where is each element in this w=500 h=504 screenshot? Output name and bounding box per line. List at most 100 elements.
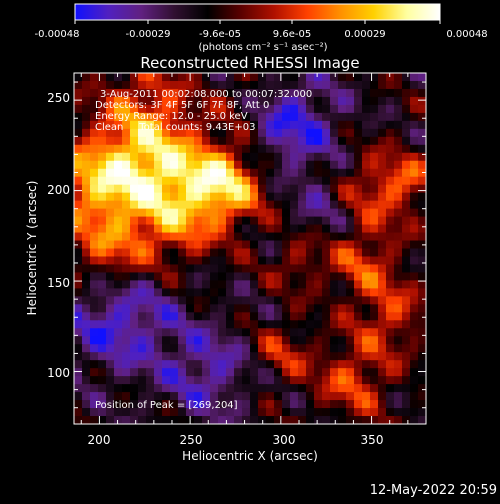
heatmap-cell	[106, 160, 115, 170]
heatmap-cell	[98, 392, 107, 401]
heatmap-cell	[298, 184, 307, 194]
heatmap-cell	[306, 328, 315, 337]
heatmap-cell	[314, 392, 323, 401]
heatmap-cell	[194, 184, 203, 194]
heatmap-cell	[90, 200, 99, 210]
heatmap-cell	[402, 128, 411, 138]
heatmap-cell	[74, 264, 83, 274]
heatmap-cell	[274, 320, 283, 329]
heatmap-cell	[186, 408, 195, 417]
y-tick-label: 150	[47, 276, 70, 290]
heatmap-cell	[354, 368, 363, 377]
heatmap-cell	[306, 80, 315, 90]
heatmap-cell	[130, 184, 139, 194]
heatmap-cell	[266, 416, 275, 424]
heatmap-cell	[242, 224, 251, 234]
heatmap-cell	[90, 176, 99, 186]
heatmap-cell	[410, 336, 419, 345]
heatmap-cell	[330, 160, 339, 170]
info-energy-range: Energy Range: 12.0 - 25.0 keV	[95, 111, 248, 122]
heatmap-cell	[386, 280, 395, 289]
heatmap-cell	[170, 192, 179, 202]
heatmap-cell	[170, 232, 179, 242]
heatmap-cell	[74, 344, 83, 353]
heatmap-cell	[258, 232, 267, 242]
heatmap-cell	[186, 304, 195, 313]
heatmap-cell	[122, 128, 131, 138]
heatmap-cell	[386, 328, 395, 337]
heatmap-cell	[242, 73, 251, 82]
heatmap-cell	[274, 152, 283, 162]
heatmap-cell	[394, 112, 403, 122]
heatmap-cell	[154, 360, 163, 369]
heatmap-cell	[258, 376, 267, 385]
heatmap-cell	[234, 392, 243, 401]
heatmap-cell	[322, 264, 331, 274]
heatmap-cell	[394, 384, 403, 393]
heatmap-cell	[282, 73, 291, 82]
heatmap-cell	[138, 376, 147, 385]
heatmap-cell	[178, 104, 187, 114]
heatmap-cell	[370, 200, 379, 210]
heatmap-cell	[410, 288, 419, 297]
heatmap-cell	[242, 136, 251, 146]
heatmap-cell	[266, 320, 275, 329]
heatmap-cell	[186, 208, 195, 218]
heatmap-cell	[170, 160, 179, 170]
heatmap-cell	[146, 104, 155, 114]
heatmap-cell	[154, 368, 163, 377]
heatmap-cell	[162, 240, 171, 250]
heatmap-cell	[282, 336, 291, 345]
heatmap-cell	[322, 408, 331, 417]
heatmap-cell	[154, 344, 163, 353]
heatmap-cell	[210, 328, 219, 337]
heatmap-cell	[338, 272, 347, 282]
heatmap-cell	[162, 88, 171, 98]
heatmap-cell	[274, 232, 283, 242]
heatmap-cell	[210, 224, 219, 234]
heatmap-cell	[290, 304, 299, 313]
heatmap-cell	[258, 304, 267, 313]
heatmap-cell	[98, 416, 107, 424]
heatmap-cell	[362, 368, 371, 377]
heatmap-cell	[242, 312, 251, 321]
heatmap-cell	[314, 144, 323, 154]
heatmap-cell	[170, 144, 179, 154]
heatmap-cell	[418, 136, 426, 146]
heatmap-cell	[194, 248, 203, 258]
heatmap-cell	[138, 264, 147, 274]
heatmap-cell	[314, 408, 323, 417]
heatmap-cell	[378, 336, 387, 345]
heatmap-cell	[194, 296, 203, 305]
heatmap-cell	[330, 272, 339, 282]
heatmap-cell	[202, 88, 211, 98]
heatmap-cell	[250, 120, 259, 130]
heatmap-cell	[354, 352, 363, 361]
heatmap-cell	[122, 80, 131, 90]
heatmap-cell	[154, 160, 163, 170]
heatmap-cell	[74, 272, 83, 282]
heatmap-cell	[330, 232, 339, 242]
heatmap-cell	[378, 400, 387, 409]
heatmap-cell	[146, 112, 155, 122]
heatmap-cell	[74, 216, 83, 226]
heatmap-cell	[202, 408, 211, 417]
heatmap-cell	[338, 192, 347, 202]
heatmap-cell	[290, 376, 299, 385]
heatmap-cell	[90, 136, 99, 146]
heatmap-cell	[130, 416, 139, 424]
heatmap-cell	[122, 376, 131, 385]
heatmap-cell	[418, 368, 426, 377]
heatmap-cell	[106, 80, 115, 90]
heatmap-cell	[98, 264, 107, 274]
heatmap-cell	[130, 88, 139, 98]
heatmap-cell	[74, 128, 83, 138]
heatmap-cell	[330, 296, 339, 305]
heatmap-cell	[162, 336, 171, 345]
heatmap-cell	[226, 352, 235, 361]
heatmap-cell	[354, 272, 363, 282]
heatmap-cell	[90, 160, 99, 170]
heatmap-cell	[346, 232, 355, 242]
heatmap-cell	[130, 144, 139, 154]
heatmap-cell	[138, 232, 147, 242]
